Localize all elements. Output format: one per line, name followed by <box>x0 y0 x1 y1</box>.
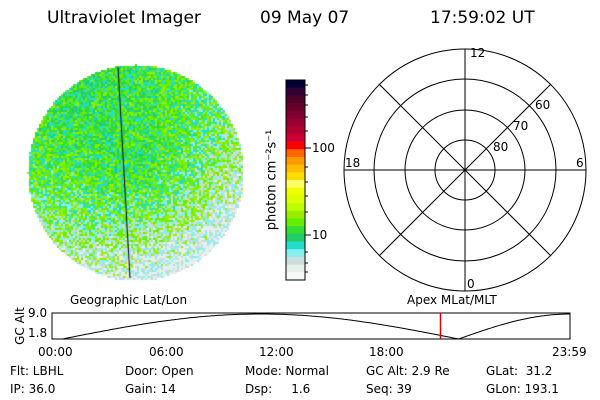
colorbar-band <box>286 180 305 188</box>
xtick-2: 12:00 <box>259 345 294 359</box>
xtick-3: 18:00 <box>369 345 404 359</box>
colorbar-band <box>286 118 305 126</box>
colorbar-band <box>286 142 305 150</box>
xtick-1: 06:00 <box>149 345 184 359</box>
colorbar-band <box>286 95 305 103</box>
colorbar-band <box>286 249 305 257</box>
timeline-frame <box>52 313 570 339</box>
time-label: 17:59:02 UT <box>430 8 535 28</box>
colorbar-band <box>286 272 305 280</box>
colorbar-band <box>286 172 305 180</box>
colorbar-band <box>286 126 305 134</box>
altitude-curve <box>52 314 570 339</box>
colorbar-band <box>286 80 305 88</box>
lat-label-80: 80 <box>493 140 508 154</box>
uvi-display: Ultraviolet Imager 09 May 07 17:59:02 UT… <box>0 0 600 400</box>
colorbar-band <box>286 211 305 219</box>
lat-label-70: 70 <box>513 119 528 133</box>
ip-info: IP: 36.0 <box>10 382 55 396</box>
xtick-4: 23:59 <box>552 345 587 359</box>
gc-alt-info: GC Alt: 2.9 Re <box>366 364 450 378</box>
diagonal-2 <box>379 84 551 256</box>
instrument-title: Ultraviolet Imager <box>47 8 201 28</box>
colorbar-band <box>286 157 305 165</box>
uv-earth-image <box>0 50 600 300</box>
colorbar-band <box>286 188 305 196</box>
ring-outer <box>344 49 586 291</box>
colorbar-band <box>286 195 305 203</box>
diagonal-1 <box>379 84 551 256</box>
lat-label-60: 60 <box>535 98 550 112</box>
glat-info: GLat: 31.2 <box>486 364 552 378</box>
colorbar <box>0 50 600 300</box>
glon-info: GLon: 193.1 <box>486 382 559 396</box>
colorbar-band <box>286 242 305 250</box>
colorbar-band <box>286 134 305 142</box>
seq-info: Seq: 39 <box>366 382 412 396</box>
colorbar-label: photon cm⁻²s⁻¹ <box>265 130 280 231</box>
mlt-label-0: 0 <box>467 277 475 291</box>
colorbar-band <box>286 111 305 119</box>
mlt-label-12: 12 <box>470 46 485 60</box>
ring-70 <box>405 110 525 230</box>
colorbar-band <box>286 265 305 273</box>
colorbar-band <box>286 103 305 111</box>
gc-alt-max: 9.0 <box>28 306 47 320</box>
colorbar-band <box>286 234 305 242</box>
colorbar-band <box>286 226 305 234</box>
date-label: 09 May 07 <box>260 8 349 28</box>
filter-info: Flt: LBHL <box>10 364 63 378</box>
xtick-0: 00:00 <box>38 345 73 359</box>
colorbar-band <box>286 88 305 96</box>
colorbar-band <box>286 149 305 157</box>
gc-alt-min: 1.8 <box>28 326 47 340</box>
colorbar-band <box>286 203 305 211</box>
colorbar-tick-100: 100 <box>312 141 335 155</box>
colorbar-tick-10: 10 <box>312 228 327 242</box>
colorbar-band <box>286 218 305 226</box>
ring-60 <box>374 79 556 261</box>
mlt-label-18: 18 <box>345 156 360 170</box>
ring-80 <box>435 140 495 200</box>
mode-info: Mode: Normal <box>245 364 329 378</box>
colorbar-band <box>286 257 305 265</box>
geographic-title: Geographic Lat/Lon <box>70 293 187 307</box>
door-info: Door: Open <box>125 364 194 378</box>
apex-title: Apex MLat/MLT <box>407 293 497 307</box>
dsp-info: Dsp: 1.6 <box>245 382 310 396</box>
polar-grid <box>0 45 600 300</box>
gc-alt-axis-label: GC Alt <box>13 307 27 345</box>
mlt-label-6: 6 <box>576 156 584 170</box>
gain-info: Gain: 14 <box>125 382 176 396</box>
colorbar-frame <box>286 80 305 280</box>
colorbar-band <box>286 165 305 173</box>
